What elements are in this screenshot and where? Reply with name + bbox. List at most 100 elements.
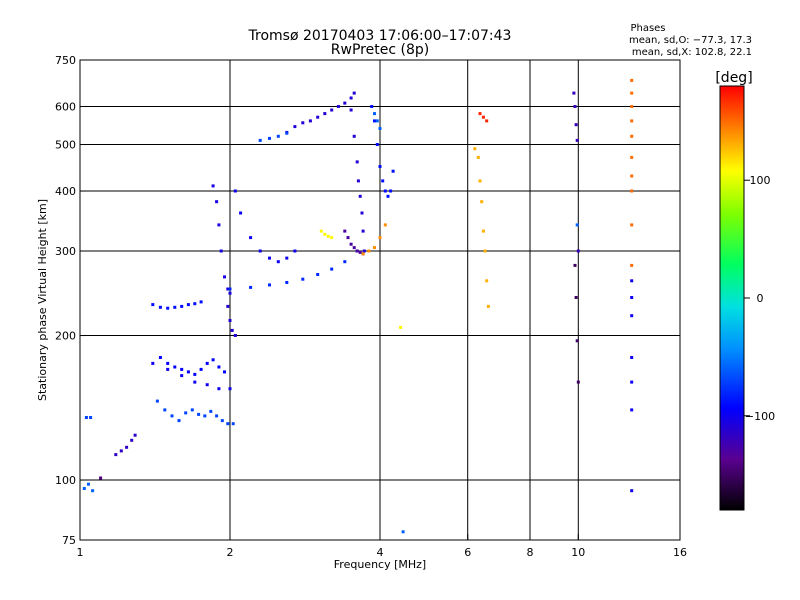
echo-point (480, 200, 484, 204)
echo-point (352, 134, 356, 138)
echo-point (228, 387, 232, 391)
echo-point (356, 179, 360, 183)
echo-point (473, 147, 477, 151)
echo-point (180, 374, 184, 378)
echo-point (163, 408, 167, 412)
x-tick-label: 16 (673, 546, 687, 559)
grid-lines (80, 60, 680, 540)
echo-point (399, 325, 403, 329)
echo-point (193, 302, 197, 306)
echo-point (166, 367, 170, 371)
echo-point (336, 105, 340, 108)
echo-point (630, 356, 634, 359)
echo-point (381, 179, 385, 183)
echo-point (630, 189, 634, 193)
echo-point (358, 194, 362, 198)
echo-point (180, 304, 184, 308)
echo-point (575, 138, 579, 142)
echo-point (217, 387, 221, 391)
echo-point (383, 189, 387, 193)
echo-point (378, 127, 382, 130)
echo-point (630, 380, 634, 384)
echo-point (99, 476, 103, 480)
echo-point (215, 414, 219, 418)
echo-point (223, 275, 226, 279)
echo-point (630, 314, 634, 318)
echo-point (220, 419, 224, 423)
echo-point (630, 174, 634, 178)
echo-point (226, 287, 230, 291)
echo-point (285, 281, 289, 284)
echo-point (285, 256, 289, 260)
echo-point (630, 119, 634, 123)
echo-point (485, 119, 489, 123)
echo-point (630, 91, 634, 95)
x-tick-label: 8 (527, 546, 534, 559)
echo-point (630, 296, 634, 299)
x-axis-label: Frequency [MHz] (334, 558, 426, 571)
echo-point (211, 358, 215, 362)
echo-point (574, 123, 578, 127)
echo-point (177, 419, 181, 423)
legend-title: Phases (630, 23, 665, 34)
echo-point (478, 179, 482, 183)
echo-point (130, 438, 134, 442)
echo-point (268, 283, 271, 287)
y-tick-label: 300 (55, 245, 76, 258)
y-tick-label: 750 (55, 54, 76, 67)
echo-point (205, 361, 209, 365)
echo-point (630, 134, 634, 138)
echo-point (330, 267, 334, 271)
echo-point (228, 287, 232, 291)
echo-point (173, 365, 177, 369)
chart-title: Tromsø 20170403 17:06:00–17:07:43 (248, 28, 512, 44)
echo-point (258, 249, 262, 253)
echo-point (375, 119, 379, 123)
echo-point (361, 229, 365, 233)
echo-point (360, 211, 364, 215)
echo-point (226, 422, 230, 426)
echo-point (197, 412, 201, 416)
echo-point (349, 96, 353, 100)
echo-point (268, 256, 271, 260)
echo-point (249, 236, 253, 240)
echo-point (186, 370, 190, 374)
echo-point (319, 229, 323, 233)
echo-point (630, 223, 634, 227)
echo-point (215, 200, 219, 204)
echo-point (630, 408, 634, 412)
echo-point (84, 416, 88, 419)
colorbar-tick-label: 0 (757, 292, 764, 305)
echo-point (323, 112, 327, 116)
y-tick-label: 100 (55, 474, 76, 487)
echo-point (352, 91, 356, 95)
echo-point (370, 105, 374, 108)
echo-point (316, 273, 320, 276)
echo-point (391, 169, 395, 173)
echo-point (573, 263, 577, 267)
y-axis-label: Stationary phase Virtual Height [km] (36, 199, 49, 401)
echo-point (576, 249, 580, 253)
echo-point (574, 296, 578, 299)
echo-point (158, 305, 162, 309)
echo-point (343, 260, 347, 264)
echo-point (233, 189, 237, 193)
echo-point (630, 279, 634, 283)
y-tick-labels: 75 100 200 300 400 500 600 750 (55, 54, 86, 547)
echo-point (249, 285, 253, 289)
echo-point (205, 383, 209, 387)
x-tick-label: 10 (571, 546, 585, 559)
echo-point (228, 319, 232, 322)
echo-point (316, 115, 320, 119)
echo-point (209, 409, 213, 413)
echo-point (481, 229, 485, 233)
chart-subtitle: RwPretec (8p) (331, 42, 429, 58)
echo-point (486, 304, 490, 308)
echo-point (573, 105, 577, 108)
echo-point (276, 134, 280, 138)
echo-point (630, 155, 634, 159)
echo-point (481, 115, 485, 119)
echo-point (223, 370, 226, 374)
echo-point (228, 291, 232, 295)
